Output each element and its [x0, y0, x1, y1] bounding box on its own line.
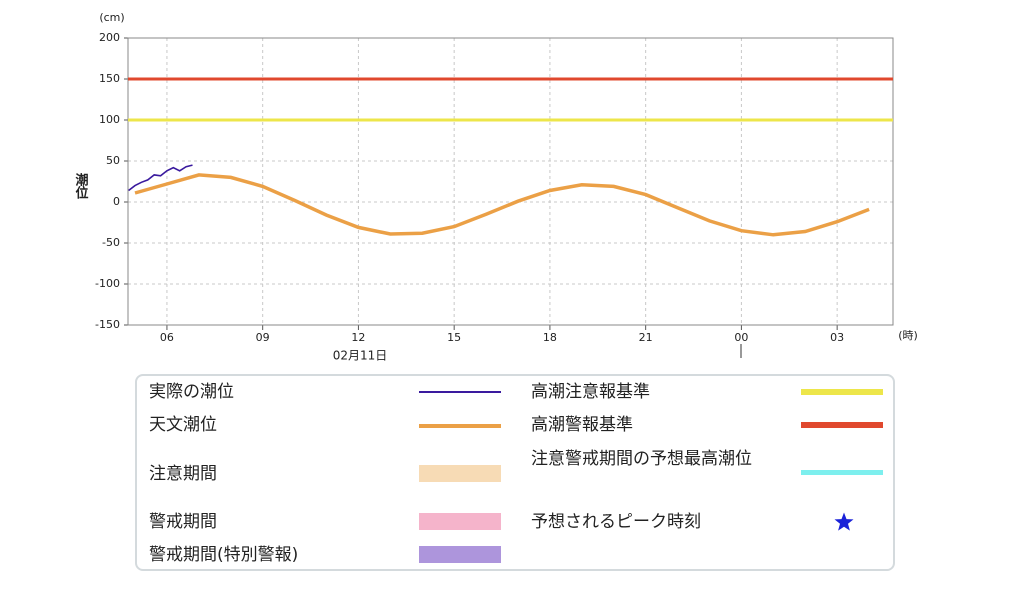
x-tick-label: 06	[160, 331, 174, 344]
legend-label: 警戒期間(特別警報)	[149, 545, 299, 565]
legend-label: 警戒期間	[149, 512, 217, 532]
legend-swatch	[419, 513, 501, 530]
legend-label: 天文潮位	[149, 415, 217, 435]
y-axis-label: 潮位	[73, 172, 89, 200]
legend-swatch	[419, 423, 501, 428]
legend-swatch	[419, 465, 501, 482]
y-tick-label: 100	[99, 113, 120, 126]
y-unit: (cm)	[99, 11, 124, 24]
legend-label: 注意期間	[149, 464, 217, 484]
series-line	[134, 173, 870, 237]
y-tick-label: -150	[95, 318, 120, 331]
legend-star	[834, 512, 854, 531]
legend: 実際の潮位天文潮位注意期間警戒期間警戒期間(特別警報) 高潮注意報基準 高潮警報基準…	[135, 374, 895, 571]
star-icon	[834, 512, 854, 531]
x-tick-label: 15	[447, 331, 461, 344]
x-tick-label: 18	[543, 331, 557, 344]
x-tick-label: 21	[639, 331, 653, 344]
legend-label: 注意警戒期間の予想最高潮位	[531, 449, 752, 469]
x-tick-label: 12	[351, 331, 365, 344]
x-unit: (時)	[898, 329, 918, 342]
legend-swatch	[419, 390, 501, 393]
legend-label: 高潮警報基準	[531, 415, 633, 435]
x-tick-label: 00	[734, 331, 748, 344]
y-tick-label: -100	[95, 277, 120, 290]
y-tick-label: 200	[99, 31, 120, 44]
y-tick-label: 150	[99, 72, 120, 85]
legend-swatch	[801, 422, 883, 428]
legend-swatch	[419, 546, 501, 563]
x-tick-label: 03	[830, 331, 844, 344]
x-tick-label: 09	[256, 331, 270, 344]
y-tick-label: -50	[102, 236, 120, 249]
series-line	[128, 164, 193, 192]
legend-label: 実際の潮位	[149, 382, 234, 402]
legend-swatch	[801, 389, 883, 395]
date-label: 02月11日	[333, 349, 388, 363]
legend-swatch	[801, 470, 883, 475]
plot-frame	[127, 37, 894, 326]
legend-label: 予想されるピーク時刻	[531, 512, 701, 532]
y-tick-label: 50	[106, 154, 120, 167]
y-tick-label: 0	[113, 195, 120, 208]
legend-label: 高潮注意報基準	[531, 382, 650, 402]
chart: (cm) (時) 潮位 02月11日 -150 -100 -50 0 50 100 150 2…	[73, 11, 918, 363]
